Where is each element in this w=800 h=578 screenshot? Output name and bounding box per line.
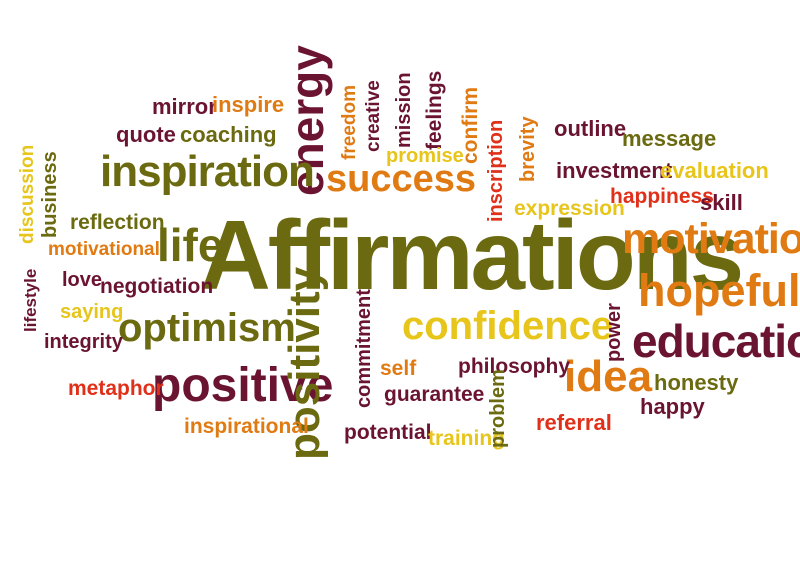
word-metaphor: metaphor <box>68 377 164 400</box>
word-inscription: inscription <box>485 119 507 222</box>
word-happiness: happiness <box>610 185 714 208</box>
word-motivation: motivation <box>622 215 800 263</box>
word-commitment: commitment <box>353 289 375 408</box>
word-life: life <box>157 219 224 271</box>
word-business: business <box>39 151 61 238</box>
word-investment: investment <box>556 158 673 183</box>
word-brevity: brevity <box>517 116 539 182</box>
word-self: self <box>380 357 417 380</box>
word-mirror: mirror <box>152 94 217 119</box>
word-reflection: reflection <box>70 211 165 234</box>
word-creative: creative <box>363 80 384 152</box>
word-evaluation: evaluation <box>660 158 769 183</box>
word-idea: idea <box>564 352 653 401</box>
word-skill: skill <box>700 190 743 215</box>
word-love: love <box>62 269 103 291</box>
word-honesty: honesty <box>654 370 739 395</box>
word-message: message <box>622 126 717 151</box>
word-inspirational: inspirational <box>184 415 309 438</box>
word-integrity: integrity <box>44 331 123 353</box>
word-saying: saying <box>60 301 124 323</box>
word-happy: happy <box>640 394 705 419</box>
word-referral: referral <box>536 410 612 435</box>
word-affirmations: Affirmations <box>200 200 744 310</box>
word-expression: expression <box>514 197 625 220</box>
word-outline: outline <box>554 116 627 141</box>
word-guarantee: guarantee <box>384 383 485 406</box>
word-optimism: optimism <box>118 306 296 350</box>
word-philosophy: philosophy <box>458 355 570 378</box>
word-confidence: confidence <box>402 304 614 348</box>
word-negotiation: negotiation <box>100 275 214 298</box>
word-training: training <box>428 427 505 450</box>
word-freedom: freedom <box>339 85 360 160</box>
word-success: success <box>326 158 477 200</box>
word-lifestyle: lifestyle <box>21 268 40 332</box>
word-hopeful: hopeful <box>638 265 800 316</box>
word-mission: mission <box>393 72 415 148</box>
word-motivational: motivational <box>48 239 160 260</box>
word-quote: quote <box>116 122 176 147</box>
word-discussion: discussion <box>17 144 38 244</box>
word-inspiration: inspiration <box>100 147 315 196</box>
word-problem: problem <box>487 369 509 448</box>
word-education: education <box>632 315 800 367</box>
word-inspire: inspire <box>212 92 285 117</box>
word-potential: potential <box>344 421 432 444</box>
word-power: power <box>603 303 625 362</box>
word-coaching: coaching <box>180 122 277 147</box>
word-positive: positive <box>152 359 334 412</box>
word-promise: promise <box>386 145 464 167</box>
word-feelings: feelings <box>423 70 446 150</box>
